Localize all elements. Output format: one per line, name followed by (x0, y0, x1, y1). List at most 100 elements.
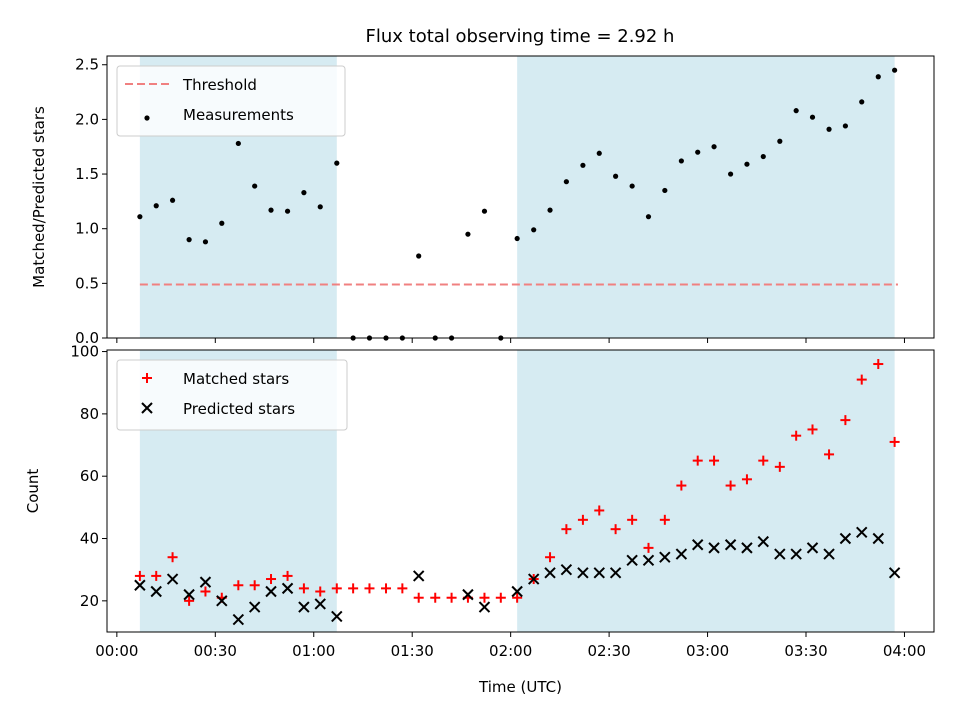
panel1-point-x-2 (166, 573, 179, 585)
panel1-point-plus-31 (643, 542, 654, 553)
panel1-point-plus-15 (381, 583, 392, 594)
panel0-point-dot-39 (777, 138, 783, 144)
panel1-point-plus-22 (495, 592, 506, 603)
panel1-point-plus-35 (709, 455, 720, 466)
panel0-point-dot-29 (613, 173, 619, 179)
panel1-point-plus-38 (758, 455, 769, 466)
panel1-point-plus-32 (659, 514, 670, 525)
panel1-point-plus-27 (577, 514, 588, 525)
panel1-point-x-20 (577, 567, 589, 579)
panel1-point-plus-19 (446, 592, 457, 603)
panel1-point-plus-17 (413, 592, 424, 603)
panel0-point-dot-37 (744, 161, 750, 167)
panel1-point-plus-37 (741, 474, 752, 485)
panel1-point-x-24 (642, 554, 655, 567)
panel1-point-x-0 (134, 579, 146, 591)
panel0-legend: Threshold Measurements (116, 65, 346, 137)
panel1-point-x-9 (281, 582, 294, 595)
panel0-point-dot-41 (809, 114, 816, 120)
panel1-point-plus-21 (479, 592, 490, 603)
panel0-point-dot-36 (727, 171, 734, 177)
panel1-point-x-17 (527, 573, 540, 585)
panel1-ytick-label-0: 20 (80, 592, 99, 610)
panel0-point-dot-4 (202, 239, 209, 245)
chart-title: Flux total observing time = 2.92 h (366, 26, 675, 47)
panel0-ylabel: Matched/Predicted stars (30, 106, 48, 288)
panel1-point-x-36 (839, 532, 852, 545)
panel0-point-dot-0 (137, 214, 143, 220)
panel1-point-plus-8 (266, 574, 277, 585)
panel0-ytick-label-3: 1.5 (75, 165, 99, 183)
panel0-point-dot-46 (892, 67, 898, 73)
panel1-point-plus-36 (725, 480, 736, 491)
panel0-legend-box (116, 65, 346, 137)
panel1-frame (106, 349, 935, 633)
xtick-label-6: 03:00 (686, 642, 729, 660)
panel1-point-plus-13 (348, 583, 359, 594)
panel1-point-x-30 (741, 542, 753, 554)
panel0-ytick-label-1: 0.5 (75, 274, 99, 292)
xtick-label-7: 03:30 (784, 642, 827, 660)
panel1-point-x-38 (872, 532, 884, 545)
panel0-point-dot-34 (695, 149, 701, 155)
panel1-point-plus-41 (807, 424, 818, 435)
panel0-point-dot-8 (268, 207, 274, 213)
panel0-ytick-label-2: 1.0 (75, 220, 99, 238)
panel1-legend-marker-1 (141, 402, 153, 414)
panel1-point-x-32 (774, 548, 786, 560)
panel0-point-dot-5 (219, 220, 225, 226)
xtick-label-4: 02:00 (489, 642, 532, 660)
panel1-point-plus-28 (594, 505, 605, 516)
panel1-point-plus-14 (364, 583, 375, 594)
panel1-point-x-37 (856, 526, 868, 538)
panel0-point-dot-7 (252, 183, 258, 189)
panel1-point-plus-1 (151, 570, 162, 581)
panel1-point-x-35 (823, 548, 835, 560)
panel0-point-dot-44 (859, 99, 865, 105)
panel1-point-x-16 (511, 585, 523, 598)
top-panel-ratio: 0.0 0.5 1.0 1.5 2.0 2.5 Matched/Predicted star… (30, 55, 935, 347)
panel1-point-plus-23 (512, 592, 523, 603)
panel1-point-plus-34 (692, 455, 703, 466)
panel1-point-plus-46 (889, 436, 900, 447)
panel1-point-plus-0 (134, 570, 145, 581)
panel0-point-dot-38 (760, 153, 766, 160)
panel0-point-dot-30 (629, 183, 635, 189)
xtick-label-0: 00:00 (95, 642, 138, 660)
panel0-point-dot-33 (678, 158, 684, 164)
panel1-point-plus-30 (627, 514, 638, 525)
panel0-point-dot-6 (235, 140, 241, 147)
xtick-label-2: 01:00 (292, 642, 335, 660)
panel0-point-dot-26 (563, 179, 569, 185)
xlabel: Time (UTC) (478, 678, 562, 696)
panel0-point-dot-35 (711, 144, 717, 150)
panel1-point-plus-39 (774, 461, 785, 472)
panel1-point-plus-42 (824, 449, 835, 460)
panel0-point-dot-9 (284, 208, 291, 214)
panel1-point-plus-45 (873, 359, 884, 370)
panel1-point-x-5 (216, 595, 228, 607)
panel1-legend-label-1: Predicted stars (183, 400, 295, 418)
panel1-point-x-22 (609, 567, 622, 579)
panel0-point-dot-10 (301, 190, 307, 196)
panel1-point-x-12 (331, 610, 343, 623)
panel1-point-plus-40 (791, 430, 802, 441)
panel1-point-x-15 (478, 601, 491, 613)
panel1-point-plus-29 (610, 524, 621, 535)
panel1-point-plus-3 (184, 595, 195, 606)
panel0-point-dot-42 (826, 126, 832, 132)
panel1-legend: Matched stars Predicted stars (116, 359, 348, 431)
panel1-point-x-33 (790, 548, 802, 560)
panel1-point-x-4 (199, 576, 212, 588)
panel1-shaded-region-1 (517, 350, 895, 632)
panel1-ytick-label-3: 80 (80, 405, 99, 423)
panel1-point-plus-7 (249, 580, 260, 591)
panel1-point-plus-16 (397, 583, 408, 594)
panel0-legend-label-1: Measurements (183, 106, 294, 124)
panel0-legend-marker-1 (144, 115, 150, 121)
panel1-point-plus-10 (298, 583, 309, 594)
panel1-point-x-26 (675, 548, 688, 560)
panel1-point-x-6 (232, 613, 245, 626)
panel0-legend-label-0: Threshold (182, 76, 257, 94)
